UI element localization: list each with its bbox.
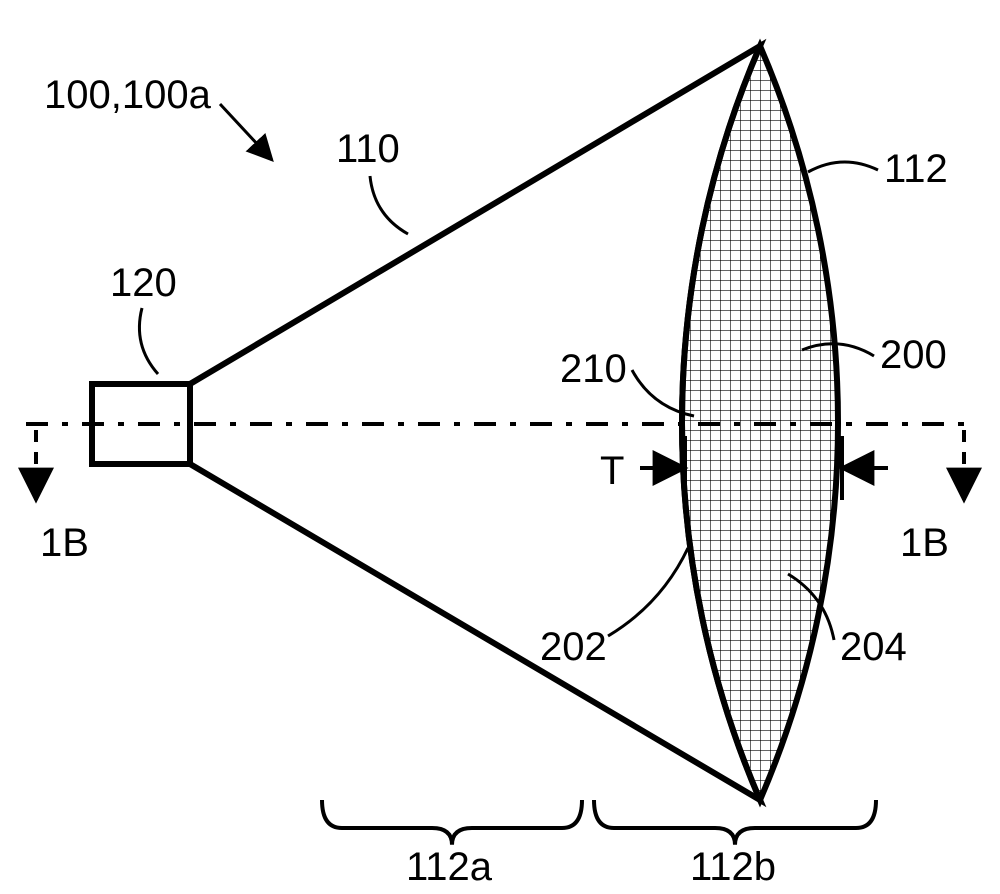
label-ref_112a: 112a bbox=[406, 845, 493, 889]
label-ref_120: 120 bbox=[110, 261, 177, 305]
brace-112b bbox=[594, 800, 876, 845]
leader-l_110 bbox=[370, 176, 408, 234]
leader-l_112 bbox=[808, 162, 878, 172]
label-ref_110: 110 bbox=[336, 127, 400, 171]
label-ref_100: 100,100a bbox=[44, 73, 212, 117]
label-ref_202: 202 bbox=[540, 625, 607, 669]
label-ref_112b: 112b bbox=[690, 845, 776, 889]
label-ref_200: 200 bbox=[880, 333, 947, 377]
label-ref_112: 112 bbox=[884, 147, 948, 191]
patent-figure: 100,100a 110 120 112 200 210 T 1B 1B 202 204 112a 11… bbox=[0, 0, 1000, 894]
label-ref_204: 204 bbox=[840, 625, 907, 669]
leader-l_120 bbox=[139, 308, 158, 374]
label-ref_1B_R: 1B bbox=[900, 521, 949, 565]
leader-l_202 bbox=[608, 548, 688, 636]
label-ref_210: 210 bbox=[560, 347, 627, 391]
label-ref_1B_L: 1B bbox=[40, 521, 89, 565]
brace-112a bbox=[322, 800, 582, 845]
label-T: T bbox=[600, 449, 624, 493]
leader-l_100 bbox=[220, 104, 272, 160]
